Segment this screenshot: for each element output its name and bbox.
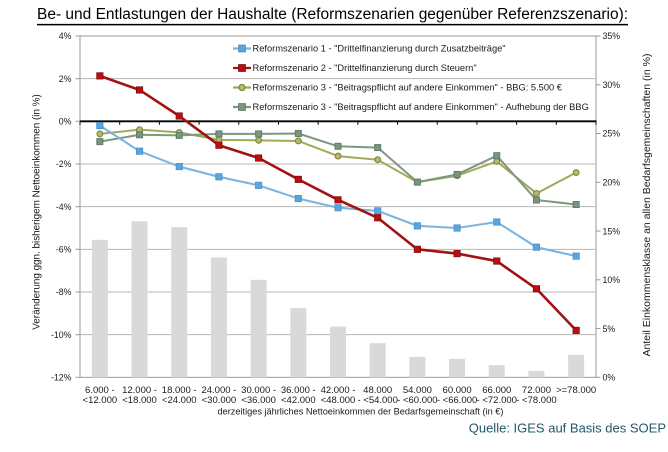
svg-text:- <60.000: - <60.000 [397,395,437,406]
svg-text:4%: 4% [59,31,72,41]
svg-text:24.000 -: 24.000 - [201,385,236,396]
svg-text:-4%: -4% [56,202,72,212]
svg-text:- <72.000: - <72.000 [477,395,517,406]
svg-text:48.000: 48.000 [363,385,392,396]
svg-text:<30.000: <30.000 [202,395,237,406]
svg-text:-12%: -12% [51,373,72,383]
svg-text:-2%: -2% [56,159,72,169]
svg-text:<48.000: <48.000 [321,395,356,406]
svg-text:42.000 -: 42.000 - [321,385,356,396]
svg-text:Quelle: IGES auf Basis des SOE: Quelle: IGES auf Basis des SOEP [469,421,666,436]
svg-text:<42.000: <42.000 [281,395,316,406]
svg-text:<18.000: <18.000 [122,395,157,406]
svg-text:60.000: 60.000 [443,385,472,396]
svg-text:15%: 15% [603,226,621,236]
svg-text:-10%: -10% [51,330,72,340]
svg-text:Reformszenario 2 - "Drittelfin: Reformszenario 2 - "Drittelfinanzierung … [253,63,477,73]
svg-text:Reformszenario 3 - "Beitragspf: Reformszenario 3 - "Beitragspflicht auf … [253,83,563,93]
svg-text:20%: 20% [603,177,621,187]
svg-text:35%: 35% [603,31,621,41]
svg-text:-6%: -6% [56,245,72,255]
svg-text:54.000: 54.000 [403,385,432,396]
svg-text:18.000 -: 18.000 - [162,385,197,396]
svg-text:30%: 30% [603,80,621,90]
svg-text:36.000 -: 36.000 - [281,385,316,396]
svg-text:Reformszenario 3 - "Beitragspf: Reformszenario 3 - "Beitragspflicht auf … [253,102,589,112]
svg-text:5%: 5% [603,324,616,334]
svg-text:6.000 -: 6.000 - [85,385,115,396]
svg-text:- <54.000: - <54.000 [357,395,397,406]
svg-text:<12.000: <12.000 [83,395,118,406]
svg-text:-8%: -8% [56,287,72,297]
svg-text:- <66.000: - <66.000 [437,395,477,406]
svg-text:0%: 0% [603,373,616,383]
svg-text:>=78.000: >=78.000 [556,385,596,396]
svg-text:Veränderung ggn. bisherigem Ne: Veränderung ggn. bisherigem Nettoeinkomm… [32,94,43,329]
svg-text:66.000: 66.000 [482,385,511,396]
svg-text:0%: 0% [59,117,72,127]
svg-text:<24.000: <24.000 [162,395,197,406]
svg-text:derzeitiges jährliches Nettoei: derzeitiges jährliches Nettoeinkommen de… [218,407,504,417]
svg-text:Reformszenario 1 - "Drittelfin: Reformszenario 1 - "Drittelfinanzierung … [253,44,506,54]
svg-text:72.000: 72.000 [522,385,551,396]
svg-text:12.000 -: 12.000 - [122,385,157,396]
svg-text:- <78.000: - <78.000 [516,395,556,406]
svg-text:2%: 2% [59,74,72,84]
svg-text:30.000 -: 30.000 - [241,385,276,396]
svg-text:Be- und Entlastungen der Haush: Be- und Entlastungen der Haushalte (Refo… [37,6,628,23]
svg-text:Anteil Einkommensklasse an all: Anteil Einkommensklasse an allen Bedarfs… [641,54,653,357]
svg-text:<36.000: <36.000 [241,395,276,406]
svg-text:25%: 25% [603,129,621,139]
svg-text:10%: 10% [603,275,621,285]
